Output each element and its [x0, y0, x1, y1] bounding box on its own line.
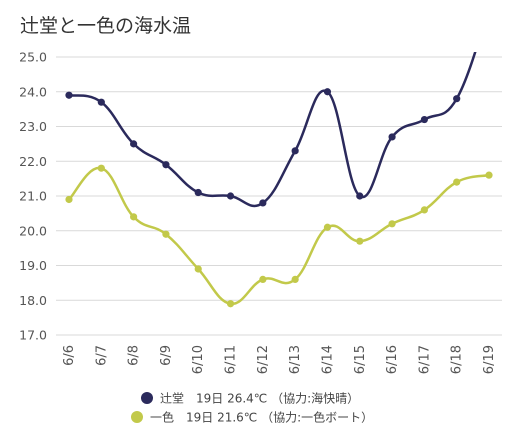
data-point: [356, 237, 364, 245]
x-tick-label: 6/9: [159, 345, 174, 366]
data-point: [226, 192, 235, 200]
data-point: [388, 133, 396, 141]
series-points: [65, 88, 493, 308]
legend-marker: [131, 411, 143, 423]
data-point: [388, 220, 396, 228]
y-tick-label: 19.0: [19, 258, 47, 273]
y-tick-label: 17.0: [19, 328, 47, 343]
data-point: [162, 230, 170, 238]
y-tick-label: 21.0: [19, 189, 47, 204]
x-tick-label: 6/11: [224, 345, 239, 374]
x-tick-label: 6/10: [191, 345, 206, 374]
y-tick-label: 20.0: [19, 223, 47, 238]
data-point: [259, 199, 267, 207]
data-point: [226, 300, 235, 308]
data-point: [453, 95, 461, 103]
data-point: [97, 164, 105, 172]
data-point: [323, 223, 332, 231]
data-point: [162, 161, 170, 169]
legend-label: 一色 19日 21.6℃ （協力:一色ボート）: [150, 410, 373, 425]
series-line: [68, 166, 490, 305]
y-tick-label: 23.0: [19, 119, 47, 134]
y-axis-ticks: 17.0 18.0 19.0 20.0 21.0 22.0 23.0 24.0 25.0: [19, 50, 47, 343]
data-point: [259, 275, 267, 283]
x-tick-label: 6/6: [62, 345, 77, 366]
y-tick-label: 18.0: [19, 293, 47, 308]
series-line: [68, 52, 477, 208]
chart-title: 辻堂と一色の海水温: [20, 15, 191, 37]
x-tick-label: 6/8: [127, 345, 142, 366]
data-point: [453, 178, 461, 186]
x-tick-label: 6/7: [94, 345, 109, 366]
legend-label: 辻堂 19日 26.4℃ （協力:海快晴）: [160, 391, 359, 406]
x-tick-label: 6/13: [288, 345, 303, 374]
data-point: [420, 115, 428, 124]
y-tick-label: 25.0: [19, 50, 47, 65]
x-axis-ticks: 6/6 6/7 6/8 6/9 6/10 6/11 6/12 6/13 6/14 6/15 6/16…: [62, 345, 497, 374]
data-point: [291, 275, 299, 283]
legend: 辻堂 19日 26.4℃ （協力:海快晴） 一色 19日 21.6℃ （協力:一色…: [131, 391, 373, 425]
x-tick-label: 6/17: [417, 345, 432, 374]
data-point: [485, 171, 493, 179]
y-tick-label: 22.0: [19, 154, 47, 169]
x-tick-label: 6/15: [353, 345, 368, 374]
data-point: [323, 88, 332, 96]
data-point: [97, 98, 105, 106]
grid-lines: [56, 56, 502, 336]
data-point: [356, 192, 364, 200]
x-tick-label: 6/19: [482, 345, 497, 374]
data-point: [65, 195, 73, 204]
x-tick-label: 6/16: [385, 345, 400, 374]
series-lines: [68, 52, 490, 305]
data-point: [130, 140, 138, 148]
data-point: [420, 206, 428, 214]
data-point: [65, 91, 73, 99]
data-point: [194, 265, 202, 273]
y-tick-label: 24.0: [19, 84, 47, 99]
data-point: [194, 188, 202, 197]
x-tick-label: 6/18: [450, 345, 465, 374]
x-tick-label: 6/12: [256, 345, 271, 374]
data-point: [130, 213, 138, 221]
legend-marker: [141, 392, 153, 404]
data-point: [291, 147, 299, 155]
x-tick-label: 6/14: [320, 345, 335, 374]
